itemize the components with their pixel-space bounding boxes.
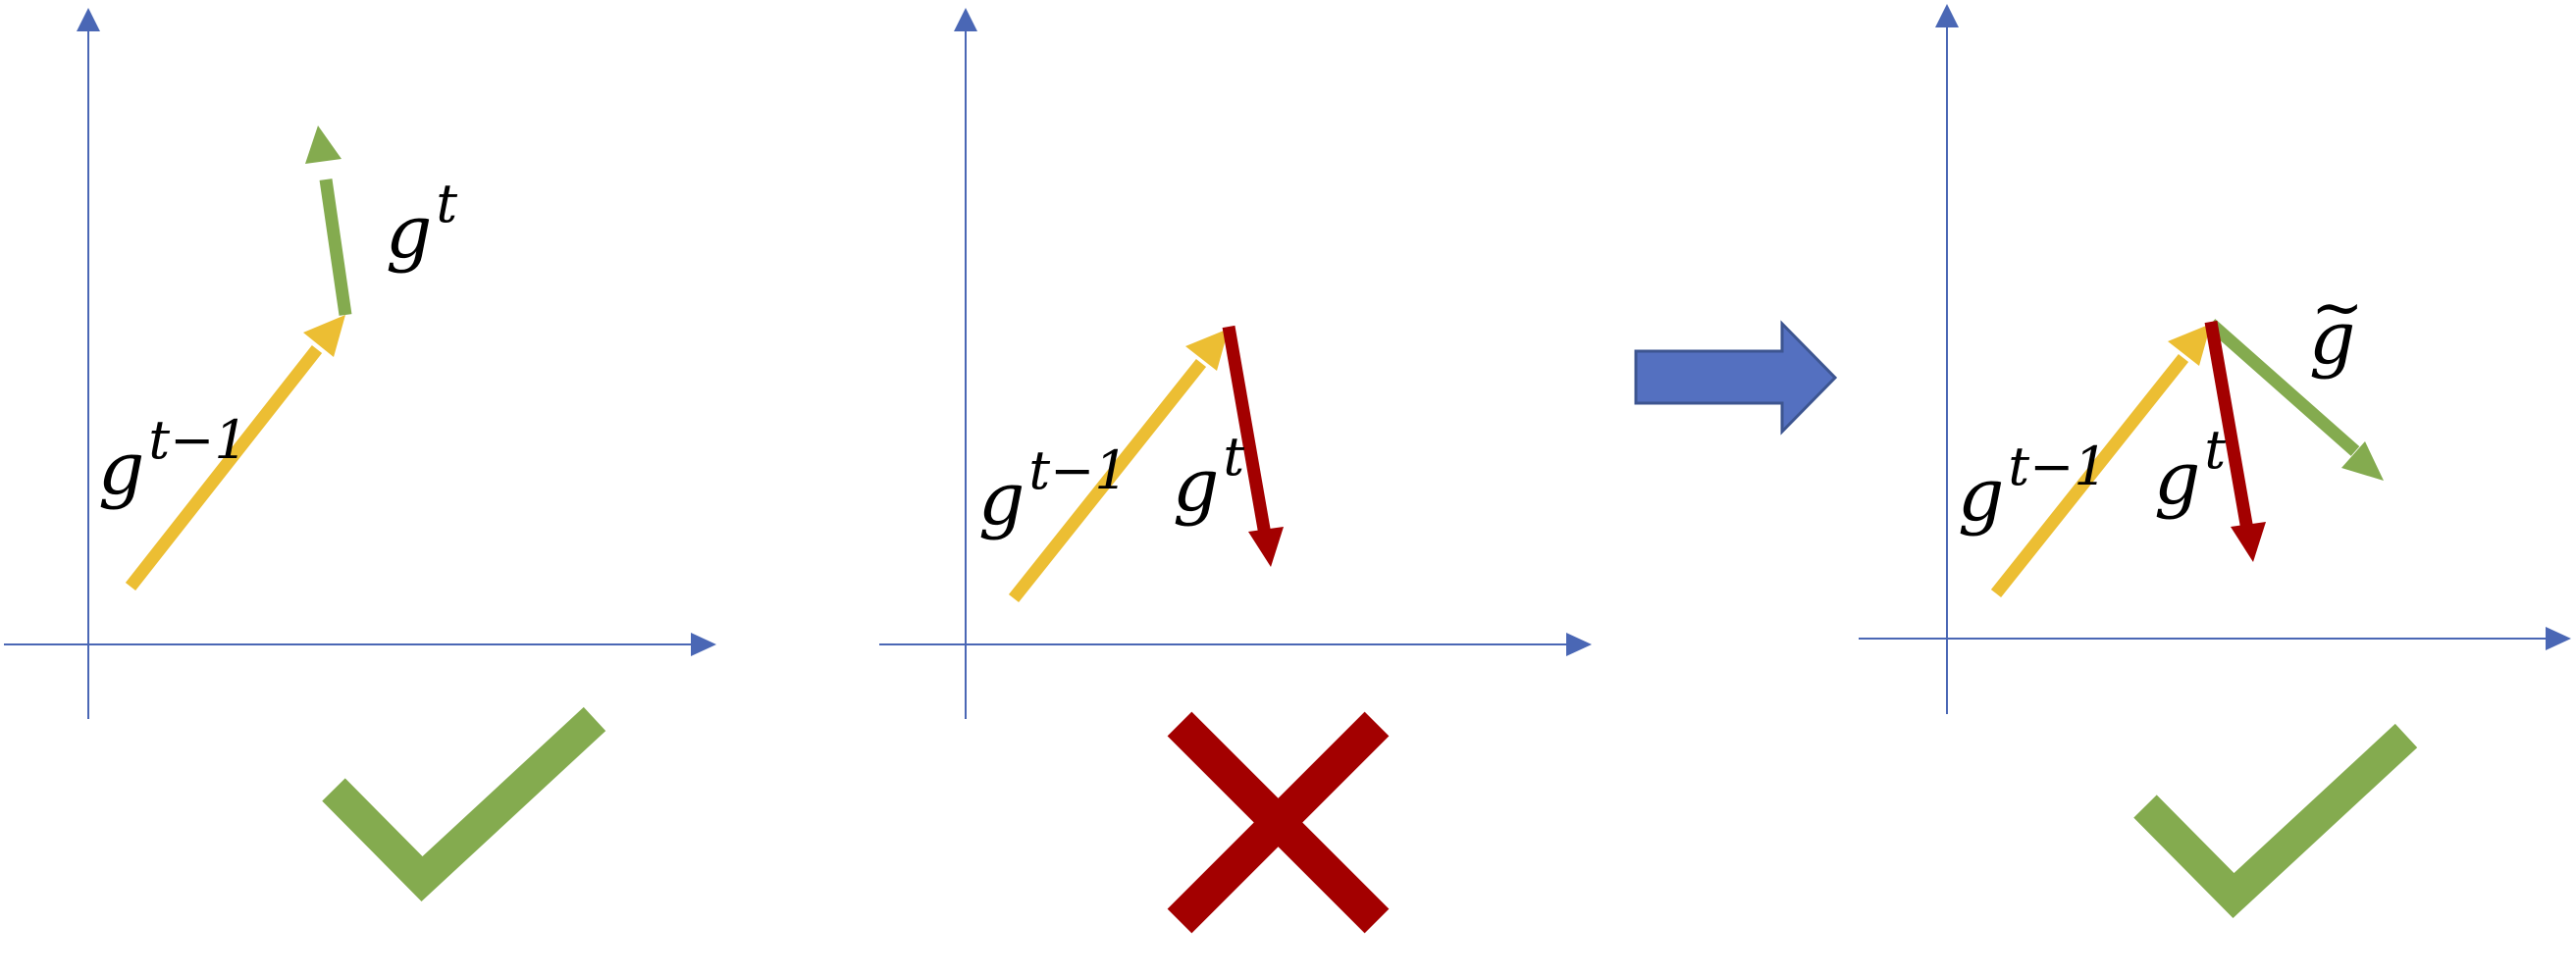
panel-projected: gt−1 gt g ~ — [1859, 4, 2571, 918]
transition-arrow — [1634, 320, 1838, 436]
current-gradient-vector — [2204, 320, 2266, 562]
current-gradient-vector — [305, 126, 352, 316]
y-axis-arrowhead — [954, 8, 977, 31]
previous-gradient-vector — [125, 315, 345, 591]
axes — [1859, 4, 2571, 714]
cross-icon — [1167, 711, 1390, 934]
projected-gradient-vector — [2206, 319, 2384, 481]
x-axis-arrowhead — [2546, 627, 2571, 650]
y-axis-arrowhead — [77, 8, 100, 31]
svg-text:~: ~ — [2311, 272, 2364, 344]
check-icon — [2133, 723, 2418, 918]
axes — [4, 8, 716, 719]
axes — [879, 8, 1592, 719]
check-icon — [322, 706, 606, 901]
previous-gradient-label: gt−1 — [1958, 436, 2108, 538]
current-gradient-vector — [1222, 325, 1284, 567]
y-axis-arrowhead — [1935, 4, 1959, 27]
panel-conflicting: gt−1 gt — [879, 8, 1592, 934]
current-gradient-label: gt — [386, 173, 457, 275]
x-axis-arrowhead — [1566, 633, 1592, 656]
previous-gradient-vector — [1990, 324, 2211, 598]
previous-gradient-vector — [1008, 329, 1229, 603]
projected-gradient-label: g ~ — [2309, 272, 2364, 381]
x-axis-arrowhead — [691, 633, 716, 656]
panel-aligned: gt−1 gt — [4, 8, 716, 901]
previous-gradient-label: gt−1 — [978, 439, 1129, 541]
previous-gradient-label: gt−1 — [98, 409, 248, 511]
current-gradient-label: gt — [1173, 426, 1244, 528]
current-gradient-label: gt — [2154, 419, 2226, 521]
svg-text:g: g — [2309, 296, 2355, 381]
